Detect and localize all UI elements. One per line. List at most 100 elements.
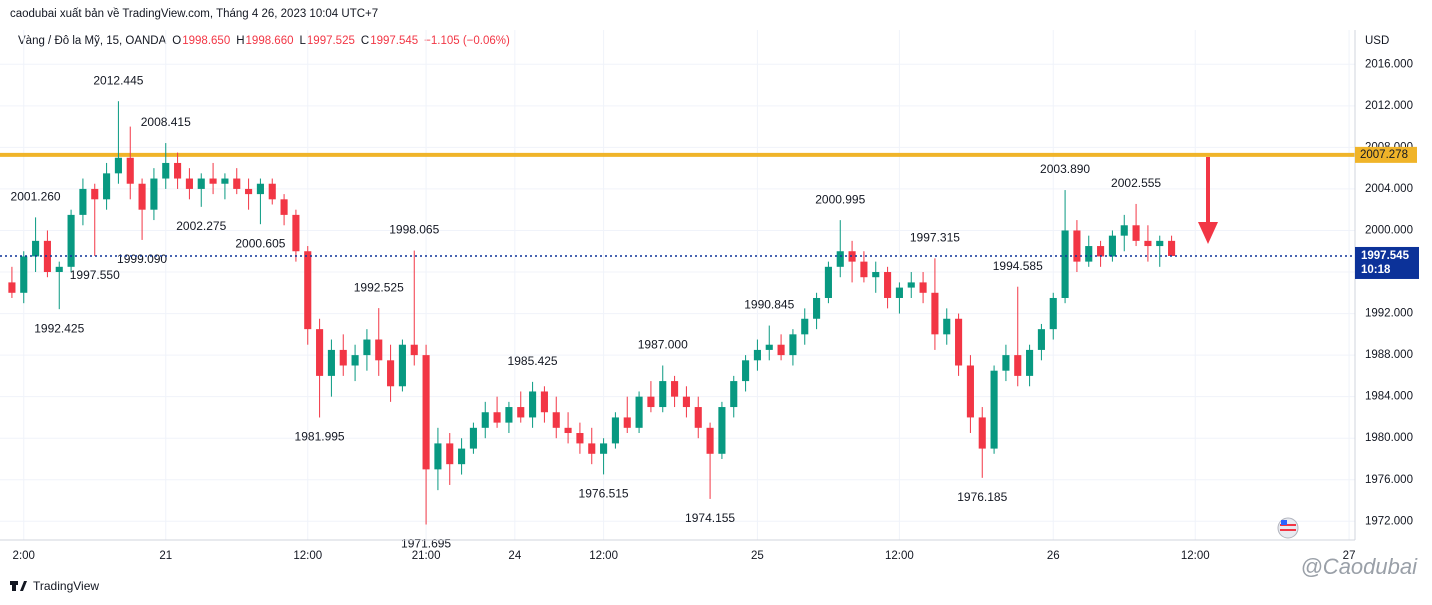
candle-body xyxy=(552,412,560,428)
candle-body xyxy=(1108,235,1116,257)
candle-body xyxy=(327,349,335,376)
y-tick-label: 2016.000 xyxy=(1365,58,1413,70)
candle-body xyxy=(588,443,596,454)
candle-body xyxy=(742,360,750,382)
candle-body xyxy=(919,282,927,293)
candle-body xyxy=(907,282,915,288)
flag-icon xyxy=(1277,517,1299,539)
ohlc-key: L xyxy=(300,35,307,47)
candle-body xyxy=(1073,230,1081,262)
candle-body xyxy=(824,266,832,298)
candle-body xyxy=(32,240,40,257)
ohlc-value: 1997.545 xyxy=(370,35,418,47)
last-price-label: 1997.545 xyxy=(1361,250,1410,262)
high-annotation: 2002.555 xyxy=(1111,176,1161,190)
candle-body xyxy=(174,162,182,179)
high-annotation: 1985.425 xyxy=(508,354,558,368)
candle-body xyxy=(292,214,300,252)
candle-body xyxy=(209,178,217,184)
candle-body xyxy=(351,355,359,366)
candle-body xyxy=(801,318,809,335)
brand: TradingView xyxy=(33,579,99,593)
candle-body xyxy=(848,251,856,262)
publisher-line: caodubai xuất bản về TradingView.com, Th… xyxy=(10,8,378,20)
high-annotation: 2000.995 xyxy=(815,192,865,206)
high-annotation: 2003.890 xyxy=(1040,162,1090,176)
candle-body xyxy=(1002,355,1010,371)
low-annotation: 1997.550 xyxy=(70,268,120,282)
candle-body xyxy=(316,329,324,376)
candle-body xyxy=(79,188,87,215)
candle-body xyxy=(1144,240,1152,247)
candle-body xyxy=(576,433,584,444)
x-tick-label: 27 xyxy=(1343,550,1356,562)
y-tick-label: 1988.000 xyxy=(1365,349,1413,361)
symbol: Vàng / Đô la Mỹ, 15, OANDA xyxy=(18,35,167,47)
candle-body xyxy=(1061,230,1069,298)
x-tick-label: 21 xyxy=(159,550,172,562)
high-annotation: 2001.260 xyxy=(11,190,61,204)
candle-body xyxy=(836,251,844,267)
candle-body xyxy=(943,318,951,335)
candle-body xyxy=(434,443,442,470)
candle-body xyxy=(623,417,631,428)
high-annotation: 2012.445 xyxy=(93,73,143,87)
candle-body xyxy=(1156,240,1164,247)
candle-body xyxy=(446,443,454,465)
ohlc-key: C xyxy=(361,35,369,47)
candle-body xyxy=(1026,349,1034,376)
ohlc-value: 1998.650 xyxy=(182,35,230,47)
y-tick-label: 1976.000 xyxy=(1365,474,1413,486)
candle-body xyxy=(540,391,548,413)
low-annotation: 1981.995 xyxy=(295,430,345,444)
candle-body xyxy=(268,183,276,200)
y-tick-label: 1992.000 xyxy=(1365,308,1413,320)
countdown: 10:18 xyxy=(1361,264,1391,276)
currency-label: USD xyxy=(1365,35,1389,47)
candle-body xyxy=(895,287,903,298)
candle-body xyxy=(304,251,312,330)
candle-body xyxy=(777,344,785,356)
candle-body xyxy=(114,157,122,174)
ohlc-value: 1997.525 xyxy=(307,35,355,47)
low-annotation: 2000.605 xyxy=(235,236,285,250)
candle-body xyxy=(43,240,51,273)
high-annotation: 1987.000 xyxy=(638,338,688,352)
candle-body xyxy=(529,391,537,418)
low-annotation: 1971.695 xyxy=(401,537,451,551)
candle-body xyxy=(611,417,619,444)
candle-body xyxy=(789,334,797,356)
candle-body xyxy=(884,272,892,298)
y-tick-label: 1984.000 xyxy=(1365,391,1413,403)
candle-body xyxy=(375,339,383,361)
candle-body xyxy=(1037,329,1045,350)
candle-body xyxy=(162,162,170,179)
candle-body xyxy=(233,178,241,189)
candle-body xyxy=(813,297,821,319)
x-tick-label: 26 xyxy=(1047,550,1060,562)
low-annotation: 1974.155 xyxy=(685,511,735,525)
ohlc-value: 1998.660 xyxy=(246,35,294,47)
x-tick-label: 21:00 xyxy=(412,550,441,562)
candle-body xyxy=(197,178,205,189)
level-label: 2007.278 xyxy=(1360,149,1408,161)
high-annotation: 1998.065 xyxy=(389,223,439,237)
candle-body xyxy=(718,407,726,454)
candle-body xyxy=(422,355,430,470)
candle-body xyxy=(103,173,111,200)
candle-body xyxy=(55,266,63,273)
candle-body xyxy=(682,396,690,408)
candle-body xyxy=(91,188,99,200)
candle-body xyxy=(185,178,193,189)
candle-body xyxy=(966,365,974,418)
symbol-legend: Vàng / Đô la Mỹ, 15, OANDA O 1998.650 H 1998… xyxy=(18,35,510,47)
candle-body xyxy=(872,272,880,278)
candle-body xyxy=(8,282,16,293)
brand-logo xyxy=(10,581,27,591)
ohlc-key: H xyxy=(236,35,244,47)
candle-body xyxy=(481,412,489,428)
candle-body xyxy=(517,407,525,418)
plot: 2001.260 2012.445 2008.415 1992.525 1998.065… xyxy=(0,73,1355,551)
